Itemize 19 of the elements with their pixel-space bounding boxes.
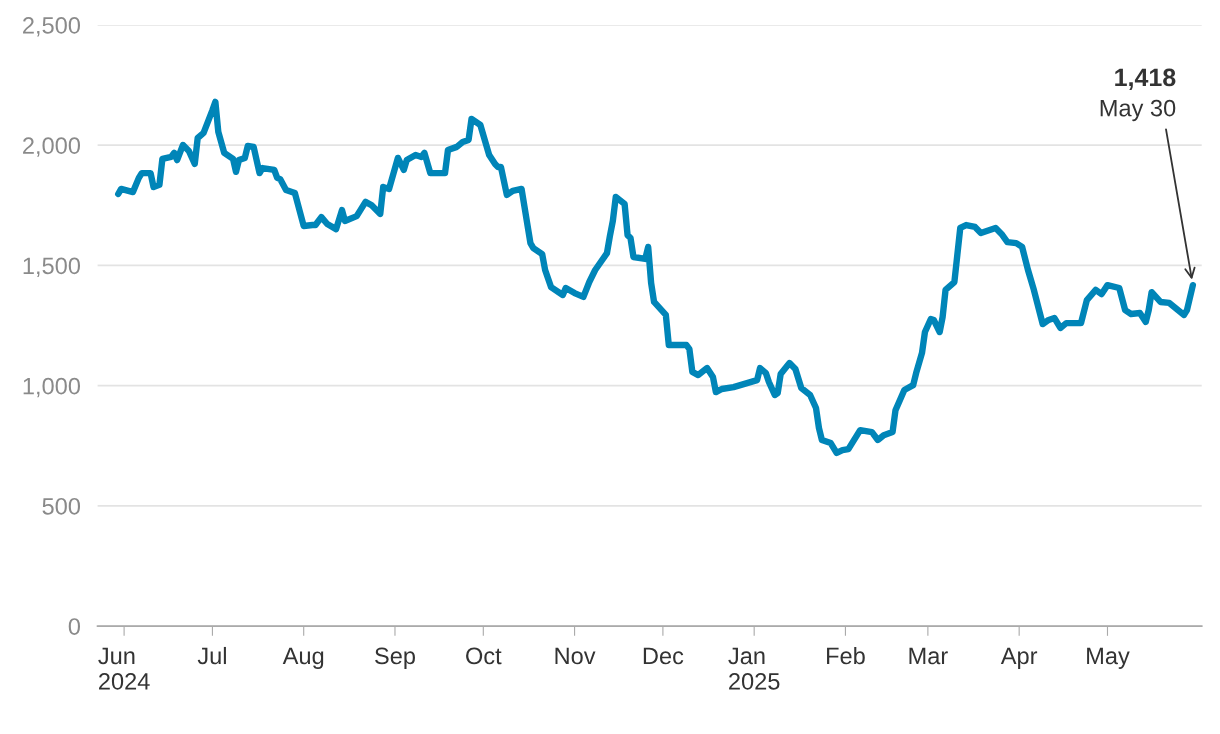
x-tick-label: Sep — [375, 647, 415, 669]
y-tick-label: 0 — [68, 618, 81, 635]
y-tick-label: 2,000 — [23, 137, 81, 157]
y-tick-label: 2,500 — [23, 17, 81, 37]
x-tick-label: Jul — [197, 646, 226, 665]
x-tick-label: May — [1087, 647, 1130, 669]
y-tick-label: 1,500 — [23, 257, 81, 277]
x-tick-label: Mar — [909, 647, 948, 665]
x-tick-label: Feb — [827, 646, 865, 665]
x-tick-label: Dec — [643, 647, 684, 665]
annotation: 1,418 May 30 — [1100, 68, 1176, 122]
x-tick-label: Apr — [1000, 647, 1038, 669]
x-tick-label: Jun 2024 — [98, 647, 150, 690]
x-tick-label: Oct — [466, 647, 502, 665]
y-tick-label: 500 — [42, 497, 81, 515]
y-tick-label: 1,000 — [23, 377, 81, 398]
x-tick-label: Nov — [555, 647, 596, 665]
x-tick-label: Aug — [282, 647, 324, 669]
x-tick-label: Jan 2025 — [728, 647, 780, 690]
